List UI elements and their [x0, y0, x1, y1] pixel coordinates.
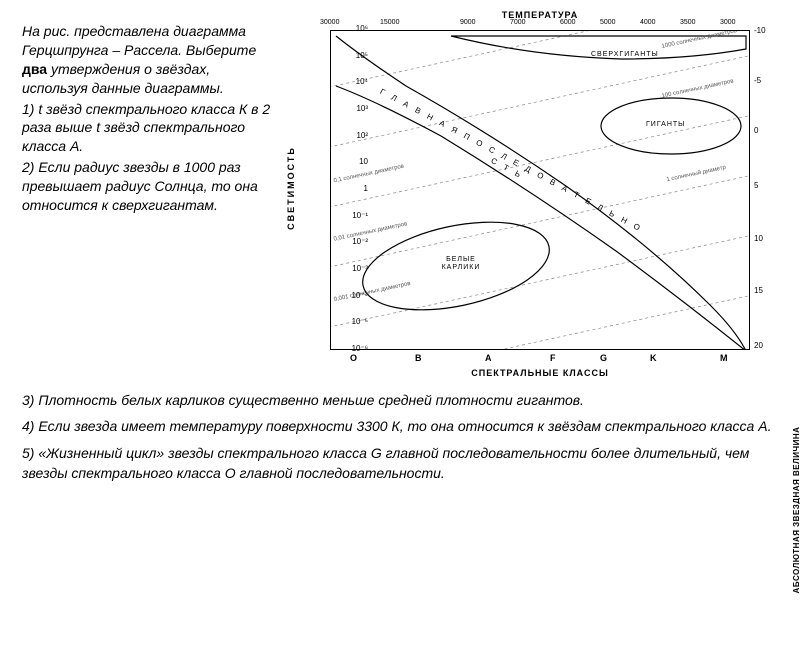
left-tick: 1 — [364, 184, 368, 193]
plot-area: СВЕРХГИГАНТЫ ГИГАНТЫ Г Л А В Н А Я П О С… — [330, 30, 750, 350]
right-tick: 15 — [754, 286, 763, 295]
question-3: 3) Плотность белых карликов существенно … — [22, 390, 772, 410]
right-tick: 10 — [754, 234, 763, 243]
left-tick: 10⁵ — [356, 51, 368, 60]
spectral-class-tick: G — [600, 353, 607, 363]
left-tick: 10⁻³ — [352, 264, 368, 273]
spectral-class-tick: O — [350, 353, 357, 363]
spectral-class-tick: F — [550, 353, 556, 363]
right-tick: 0 — [754, 126, 758, 135]
spectral-class-tick: K — [650, 353, 657, 363]
right-tick: 20 — [754, 341, 763, 350]
right-axis-title: АБСОЛЮТНАЯ ЗВЕЗДНАЯ ВЕЛИЧИНА — [792, 350, 800, 670]
top-tick: 15000 — [380, 19, 399, 26]
top-tick: 6000 — [560, 19, 576, 26]
intro-text-2: утверждения о звёздах, используя данные … — [22, 61, 224, 96]
top-tick: 9000 — [460, 19, 476, 26]
left-tick: 10³ — [356, 104, 368, 113]
question-2: 2) Если радиус звезды в 1000 раз превыша… — [22, 158, 277, 215]
left-tick: 10⁻¹ — [352, 211, 368, 220]
top-tick: 7000 — [510, 19, 526, 26]
question-intro-block: На рис. представлена диаграмма Герцшпрун… — [22, 22, 277, 217]
left-tick: 10⁻⁵ — [352, 317, 368, 326]
spectral-class-tick: B — [415, 353, 422, 363]
left-tick: 10⁴ — [356, 77, 368, 86]
left-tick: 10⁻⁶ — [352, 344, 368, 353]
label-white-dwarfs: БЕЛЫЕ КАРЛИКИ — [426, 256, 496, 271]
question-5: 5) «Жизненный цикл» звезды спектрального… — [22, 443, 772, 484]
left-tick: 10 — [359, 157, 368, 166]
top-tick: 3000 — [720, 19, 736, 26]
label-giants: ГИГАНТЫ — [646, 121, 685, 128]
left-tick: 10⁶ — [356, 24, 368, 33]
top-tick: 3500 — [680, 19, 696, 26]
top-tick: 4000 — [640, 19, 656, 26]
intro-bold: два — [22, 61, 47, 77]
label-supergiants: СВЕРХГИГАНТЫ — [591, 51, 659, 58]
left-tick: 10⁻² — [352, 237, 368, 246]
spectral-class-tick: A — [485, 353, 492, 363]
right-tick: -5 — [754, 76, 761, 85]
left-tick: 10⁻⁴ — [351, 291, 368, 300]
question-bottom-block: 3) Плотность белых карликов существенно … — [22, 390, 772, 489]
hr-diagram: ТЕМПЕРАТУРА СПЕКТРАЛЬНЫЕ КЛАССЫ СВЕТИМОС… — [280, 8, 790, 388]
bottom-axis-title: СПЕКТРАЛЬНЫЕ КЛАССЫ — [330, 368, 750, 378]
left-axis-title: СВЕТИМОСТЬ — [286, 28, 296, 348]
spectral-class-tick: M — [720, 353, 728, 363]
left-tick: 10² — [356, 131, 368, 140]
intro-text-1: На рис. представлена диаграмма Герцшпрун… — [22, 23, 256, 58]
top-tick: 5000 — [600, 19, 616, 26]
top-tick: 30000 — [320, 19, 339, 26]
question-4: 4) Если звезда имеет температуру поверхн… — [22, 416, 772, 436]
question-1: 1) t звёзд спектрального класса К в 2 ра… — [22, 100, 277, 157]
right-tick: -10 — [754, 26, 766, 35]
right-tick: 5 — [754, 181, 758, 190]
